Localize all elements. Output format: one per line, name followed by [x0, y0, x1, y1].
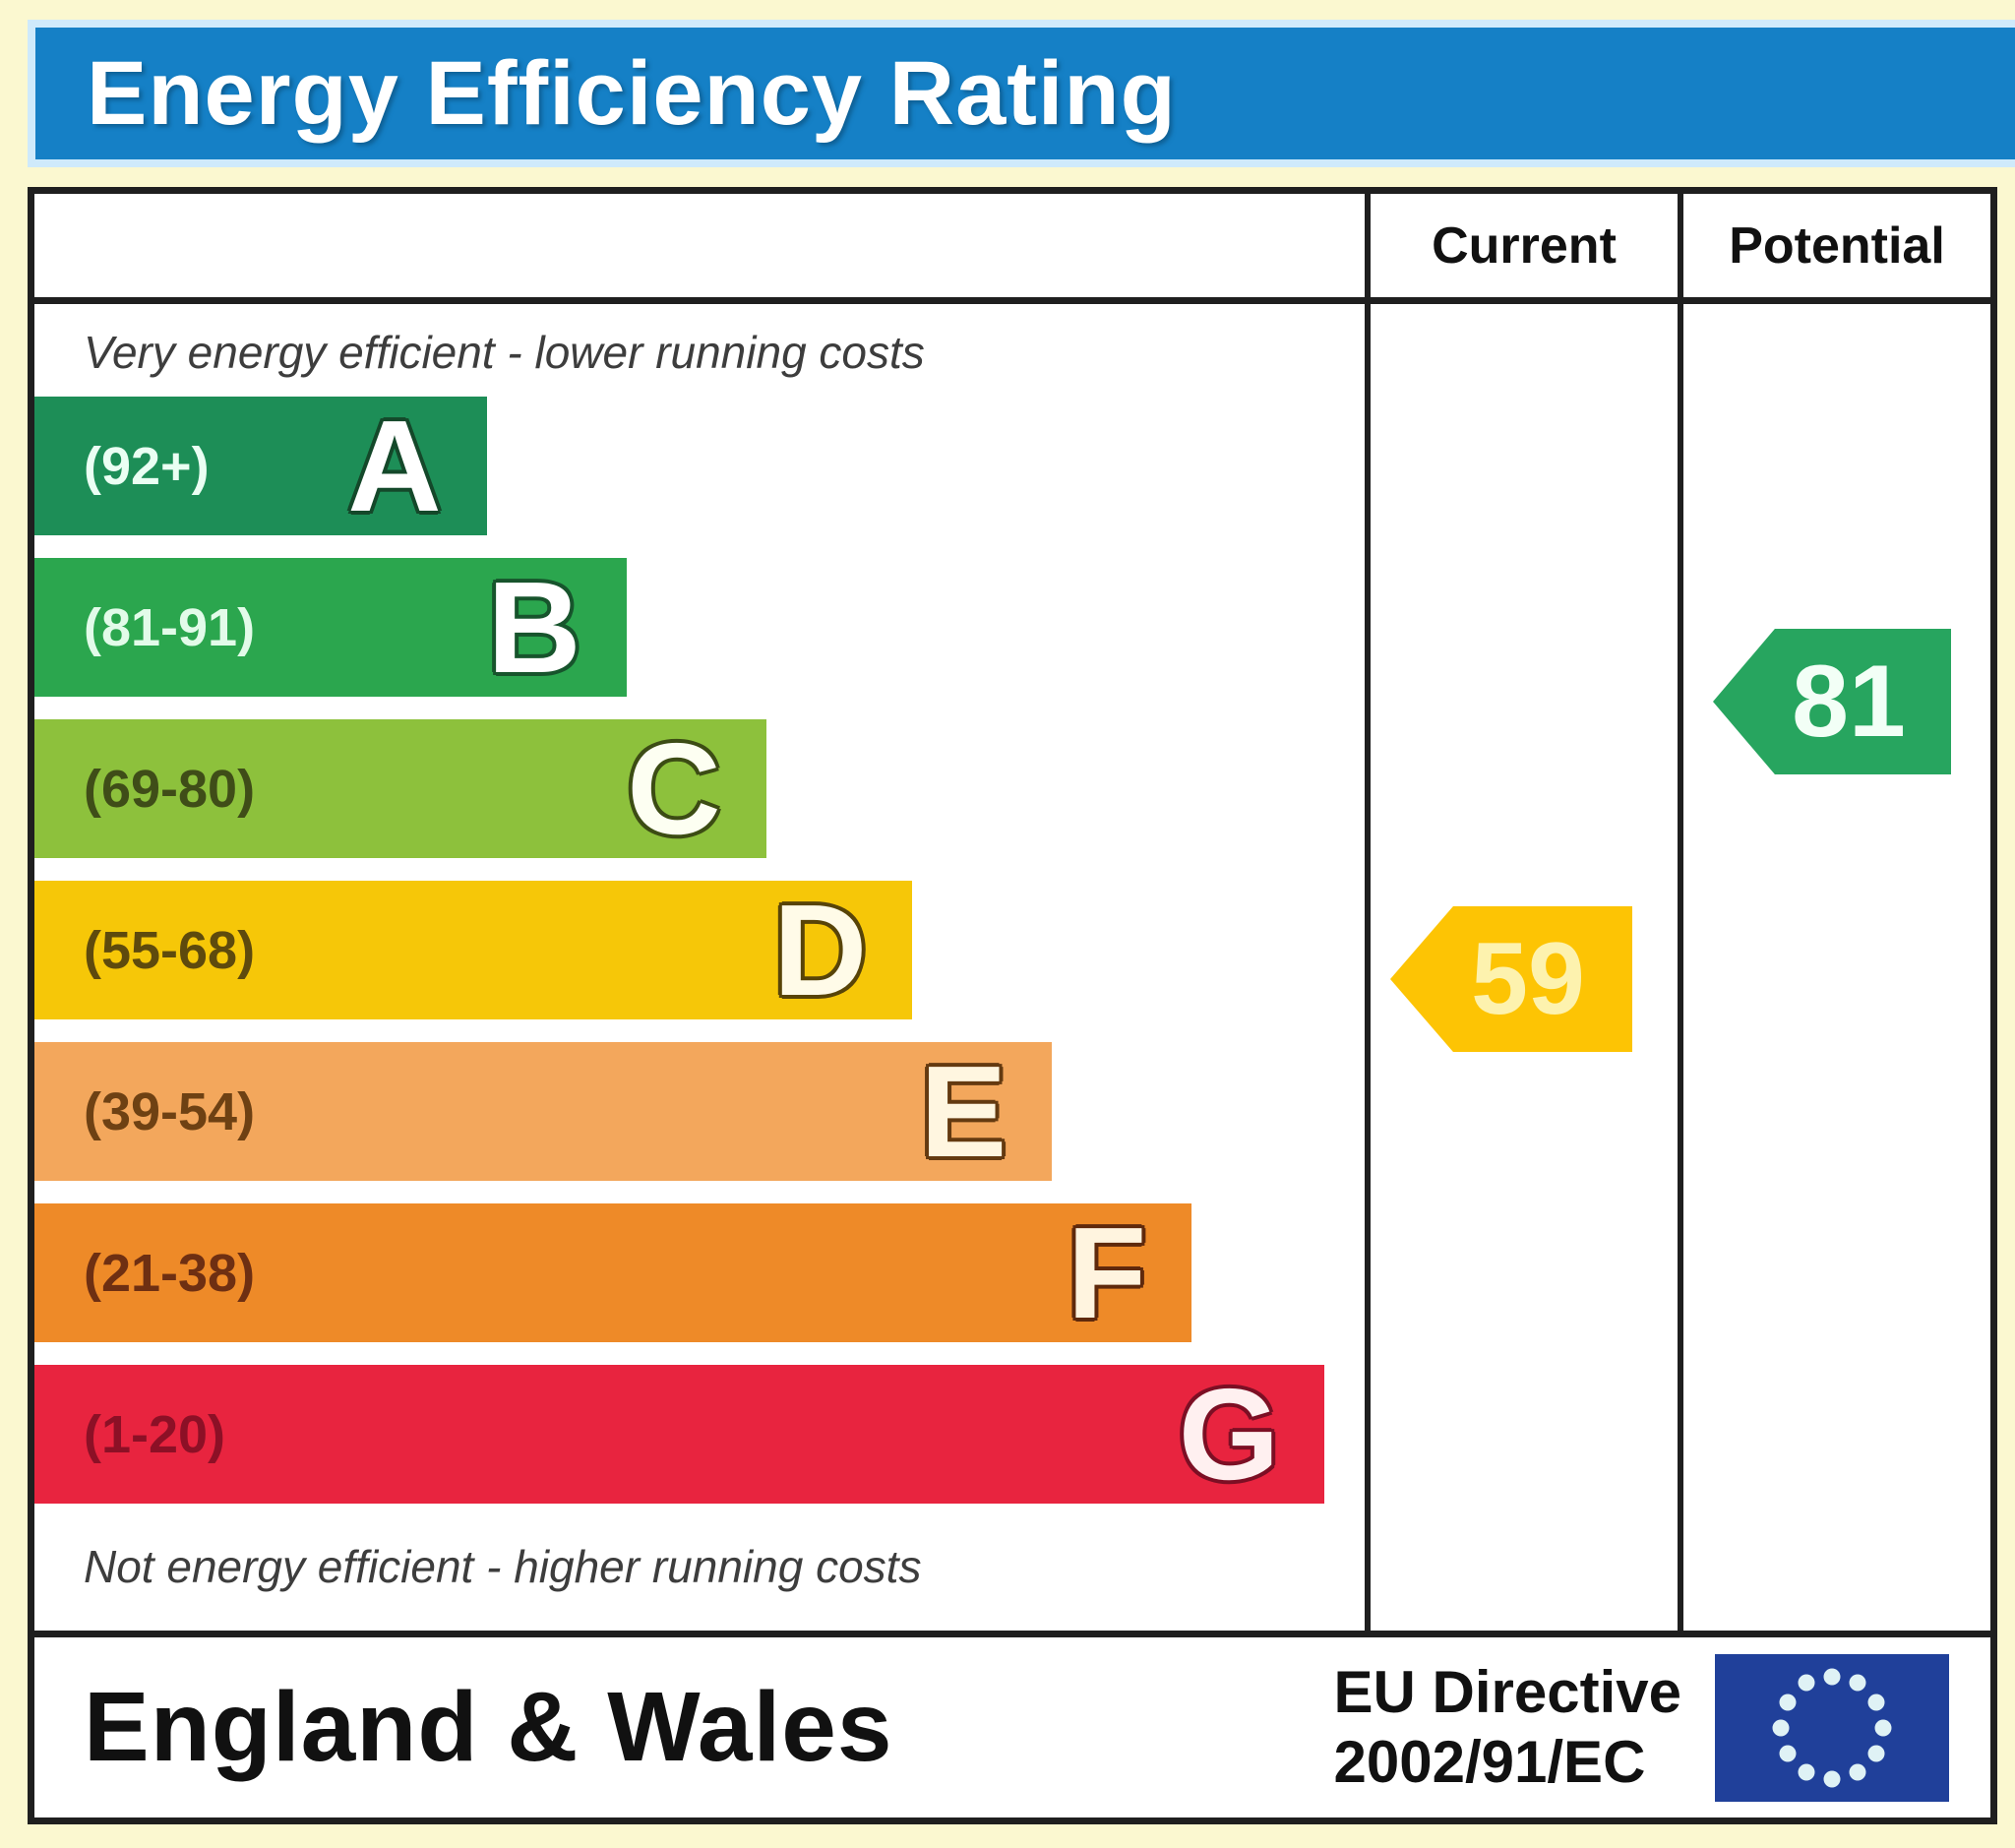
band-row-e: (39-54) E: [34, 1038, 1053, 1184]
band-row-b: (81-91) B: [34, 558, 627, 697]
band-range-label: (39-54): [84, 1081, 256, 1141]
eu-flag-star: [1874, 1719, 1892, 1736]
eu-flag-star: [1798, 1674, 1815, 1692]
potential-column: 81: [1678, 304, 1990, 1631]
band-letter: F: [1067, 1200, 1147, 1345]
band-letter: B: [487, 554, 581, 700]
band-range-label: (92+): [84, 436, 210, 496]
band-letter: G: [1178, 1361, 1280, 1507]
band-letter: C: [627, 715, 721, 861]
band-list: (92+) A (81-91) B (69-80) C (55-68) D (39-54) E (2…: [34, 397, 1365, 1526]
eu-flag-star: [1823, 1668, 1841, 1685]
eu-directive-label: EU Directive 2002/91/EC: [1334, 1658, 1682, 1798]
eu-directive-line2: 2002/91/EC: [1333, 1728, 1646, 1795]
eu-flag-star: [1849, 1763, 1866, 1781]
potential-rating-value: 81: [1792, 644, 1906, 759]
band-row-c: (69-80) C: [34, 719, 766, 858]
band-letter: E: [920, 1038, 1008, 1184]
eu-flag-icon: [1715, 1653, 1949, 1802]
header-cell-blank: [34, 194, 1365, 304]
band-range-label: (1-20): [84, 1404, 226, 1464]
band-range-label: (21-38): [84, 1243, 256, 1303]
eu-flag-star: [1798, 1763, 1815, 1781]
band-letter: D: [772, 877, 868, 1022]
band-row-a: (92+) A: [34, 397, 487, 535]
current-rating-value: 59: [1471, 921, 1585, 1036]
column-header-potential: Potential: [1678, 194, 1990, 304]
potential-rating-arrow: 81: [1713, 629, 1951, 774]
band-range-label: (55-68): [84, 920, 256, 980]
band-letter: A: [347, 393, 442, 538]
column-header-current: Current: [1365, 194, 1678, 304]
rating-grid: Current Potential Very energy efficient …: [34, 194, 1990, 1631]
eu-flag-star: [1867, 1745, 1885, 1761]
region-label: England & Wales: [84, 1672, 893, 1782]
bands-column: Very energy efficient - lower running co…: [34, 304, 1365, 1631]
band-range-label: (81-91): [84, 597, 256, 657]
eu-flag-star: [1849, 1674, 1866, 1692]
eu-directive-line1: EU Directive: [1333, 1658, 1682, 1725]
rating-table: Current Potential Very energy efficient …: [28, 187, 1997, 1824]
title-bar: Energy Efficiency Rating: [28, 20, 2015, 167]
current-rating-arrow: 59: [1390, 906, 1632, 1052]
footer-row: England & Wales EU Directive 2002/91/EC: [34, 1631, 1990, 1817]
eu-flag-star: [1779, 1694, 1797, 1710]
current-column: 59: [1365, 304, 1678, 1631]
eu-flag-star: [1779, 1745, 1797, 1761]
efficiency-note-top: Very energy efficient - lower running co…: [84, 327, 925, 378]
eu-flag-star: [1823, 1770, 1841, 1787]
page-title: Energy Efficiency Rating: [87, 42, 1177, 144]
efficiency-note-bottom: Not energy efficient - higher running co…: [84, 1541, 922, 1592]
band-range-label: (69-80): [84, 759, 256, 819]
band-row-f: (21-38) F: [34, 1200, 1192, 1345]
band-row-g: (1-20) G: [34, 1361, 1325, 1507]
band-row-d: (55-68) D: [34, 877, 913, 1022]
eu-flag-star: [1772, 1719, 1790, 1736]
eu-flag-star: [1867, 1694, 1885, 1710]
